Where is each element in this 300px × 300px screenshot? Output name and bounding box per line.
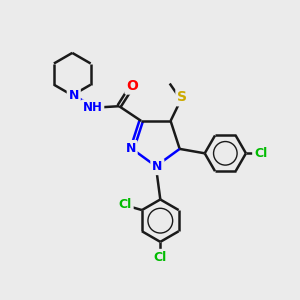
Text: N: N <box>125 142 136 155</box>
Text: N: N <box>152 160 163 173</box>
Text: NH: NH <box>83 101 103 114</box>
Text: Cl: Cl <box>118 198 132 211</box>
Text: N: N <box>69 89 79 102</box>
Text: Cl: Cl <box>154 251 167 264</box>
Text: Cl: Cl <box>254 147 267 160</box>
Text: S: S <box>177 90 188 104</box>
Text: O: O <box>126 79 138 93</box>
